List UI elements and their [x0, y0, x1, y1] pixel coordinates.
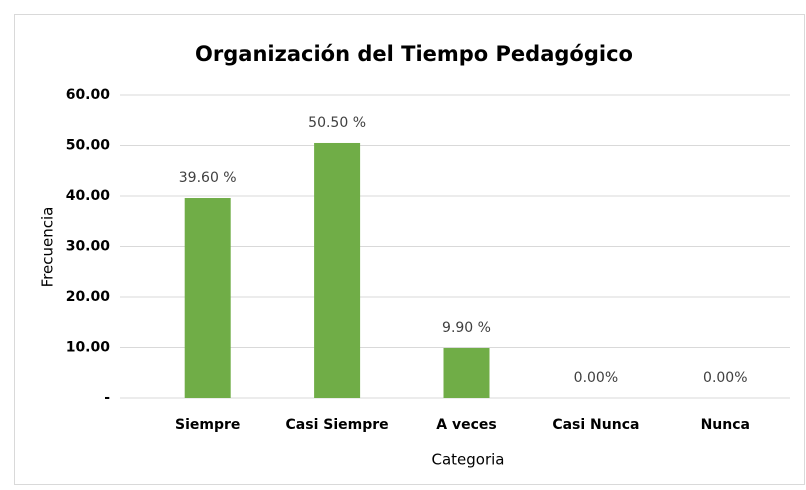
x-tick-label: Siempre: [175, 417, 240, 433]
y-tick-label: 60.00: [66, 87, 111, 103]
chart-border: [14, 14, 805, 485]
y-tick-label: 50.00: [66, 138, 111, 154]
y-tick-label: -: [104, 390, 110, 406]
y-tick-label: 20.00: [66, 289, 111, 305]
chart-title: Organización del Tiempo Pedagógico: [195, 42, 633, 66]
x-tick-label: A veces: [436, 417, 496, 433]
bar: [443, 348, 490, 398]
data-label: 0.00%: [574, 370, 618, 386]
x-tick-label: Casi Nunca: [552, 417, 639, 433]
data-label: 39.60 %: [179, 170, 237, 186]
x-tick-label: Casi Siempre: [286, 417, 389, 433]
bar: [314, 142, 361, 398]
bar: [184, 198, 231, 398]
data-label: 50.50 %: [308, 115, 366, 131]
data-label: 0.00%: [703, 370, 747, 386]
x-axis-title: Categoria: [431, 451, 504, 469]
y-tick-label: 30.00: [66, 239, 111, 255]
y-axis-title: Frecuencia: [39, 207, 57, 288]
y-tick-label: 40.00: [66, 188, 111, 204]
y-tick-label: 10.00: [66, 340, 111, 356]
x-tick-label: Nunca: [701, 417, 750, 433]
data-label: 9.90 %: [442, 320, 491, 336]
